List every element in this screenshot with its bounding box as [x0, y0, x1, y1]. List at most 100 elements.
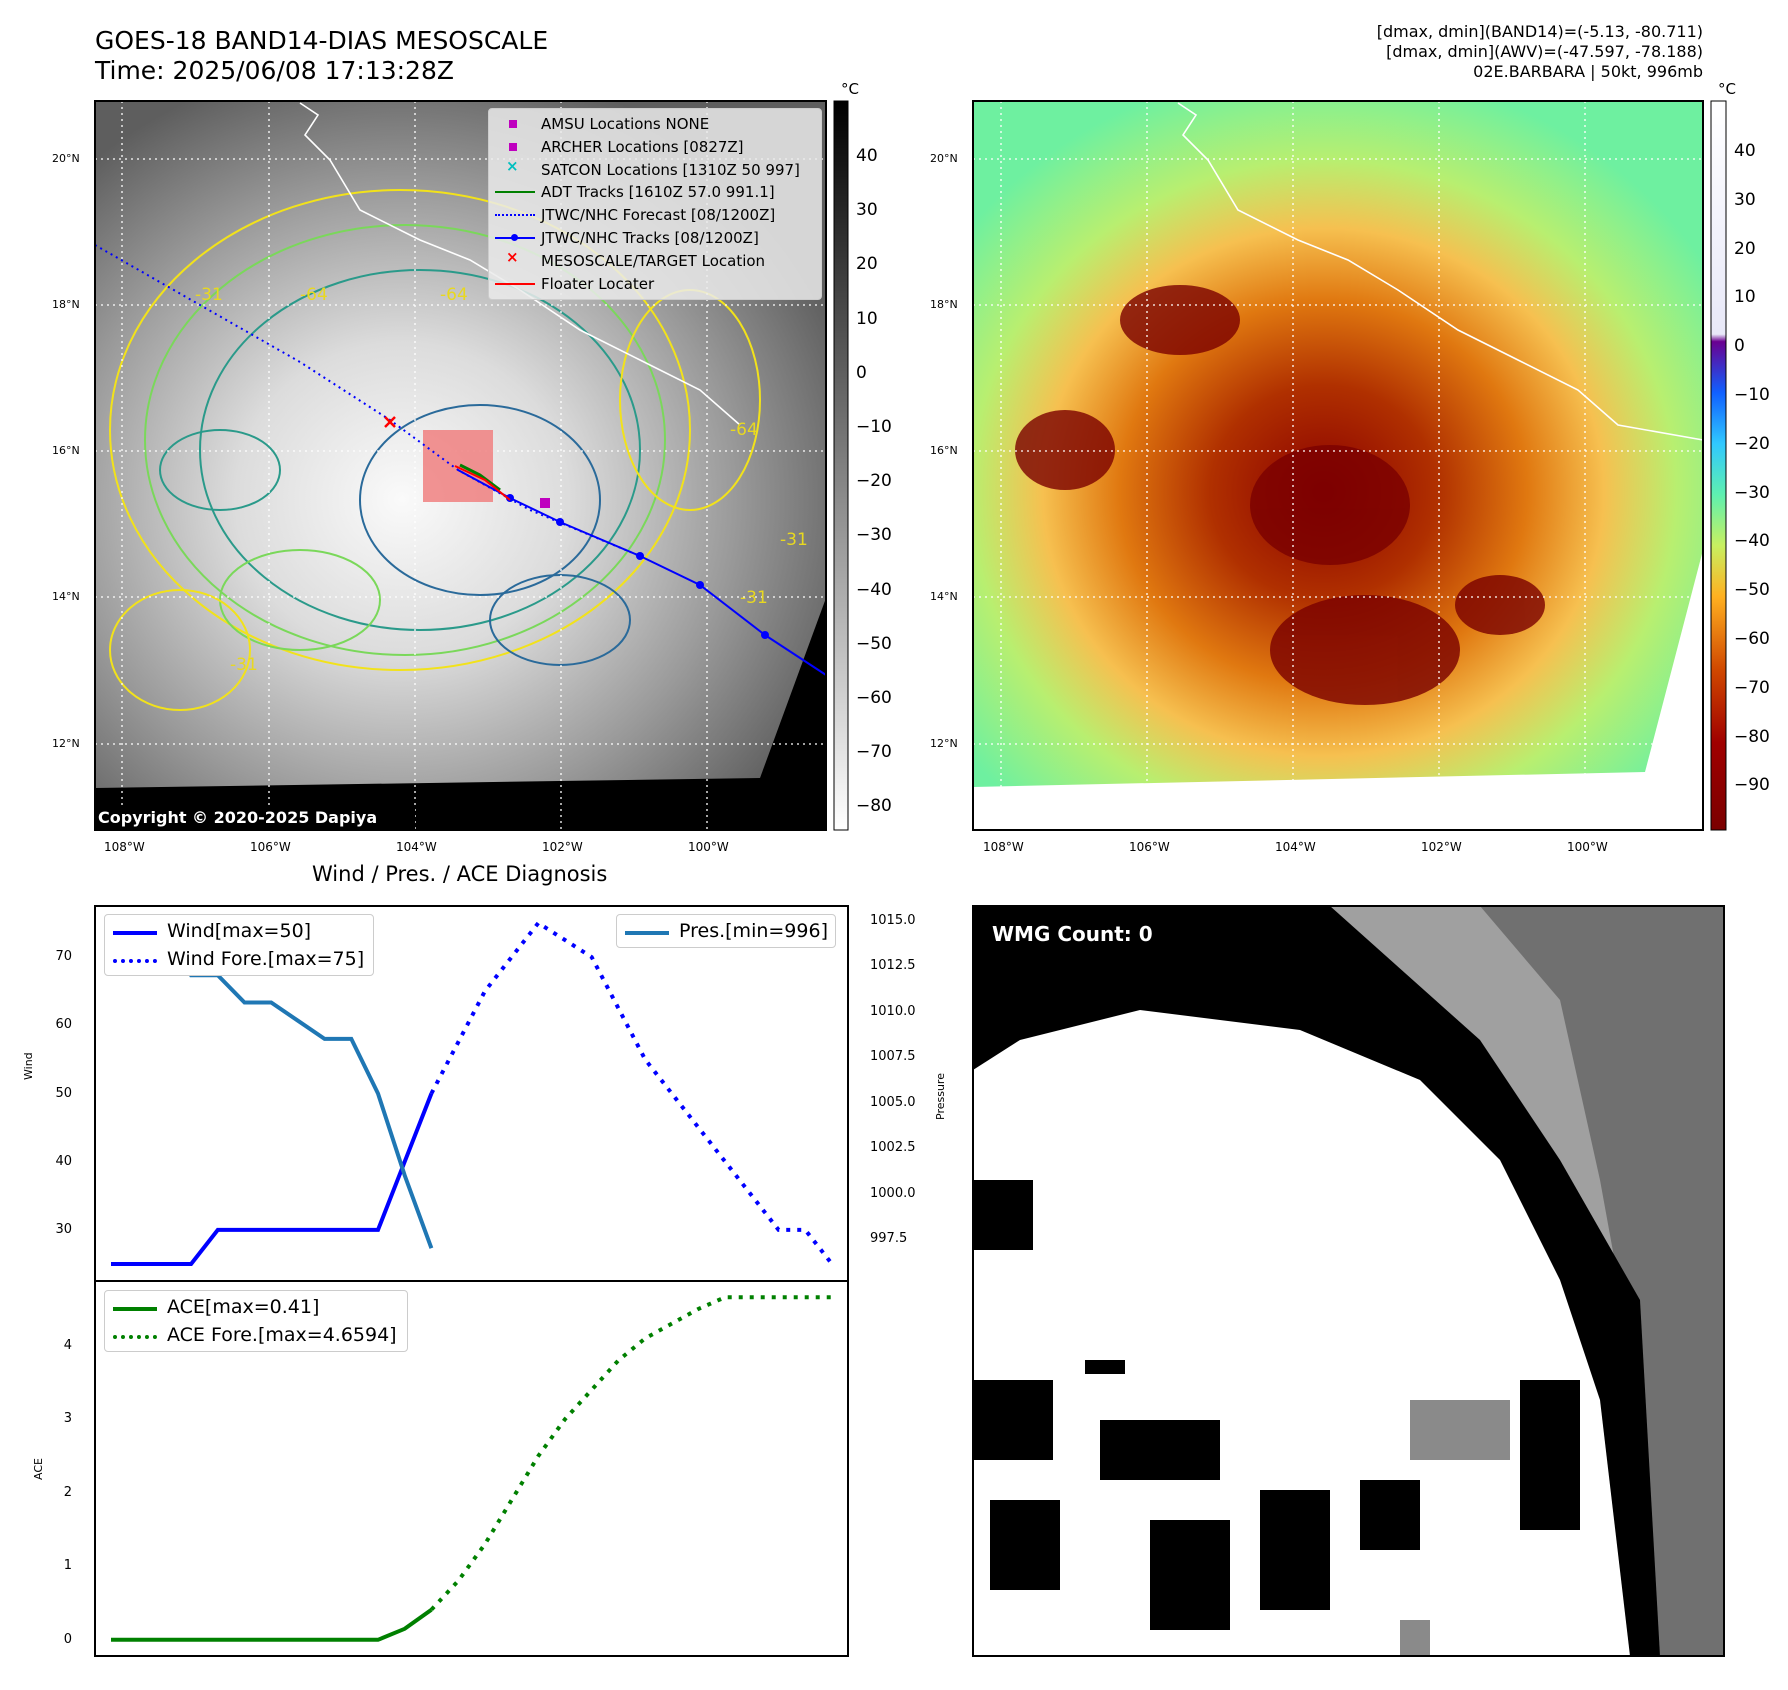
ir-colorbar-tick: −50 [856, 633, 892, 654]
ir-legend-item: JTWC/NHC Tracks [08/1200Z] [489, 227, 821, 249]
pressure-tick-label: 1012.5 [870, 958, 916, 974]
lat-label: 20°N [52, 152, 80, 165]
legend-dot [511, 234, 518, 241]
adt-track [459, 463, 501, 492]
awv-map-frame [972, 100, 1704, 831]
lat-label: 18°N [930, 298, 958, 311]
ir-legend-item: ARCHER Locations [0827Z] [489, 136, 821, 158]
page-timestamp: Time: 2025/06/08 17:13:28Z [95, 56, 454, 85]
page-title: GOES-18 BAND14-DIAS MESOSCALE [95, 26, 549, 55]
ir-legend-label: JTWC/NHC Tracks [08/1200Z] [541, 229, 759, 247]
ir-legend-item: Floater Locater [489, 273, 821, 295]
ace-legend: ACE[max=0.41] ACE Fore.[max=4.6594] [104, 1290, 408, 1352]
wind-axis-label: Wind [22, 1052, 35, 1080]
wind-forecast-legend-label: Wind Fore.[max=75] [167, 948, 365, 970]
awv-colorbar-tick: −90 [1734, 775, 1770, 796]
ir-legend-label: JTWC/NHC Forecast [08/1200Z] [541, 206, 776, 225]
lat-label: 12°N [52, 737, 80, 750]
awv-colorbar-tick: 20 [1734, 238, 1756, 259]
pressure-tick-label: 1010.0 [870, 1003, 916, 1019]
ir-legend-label: ARCHER Locations [0827Z] [541, 137, 744, 156]
ir-colorbar-tick: −80 [856, 796, 892, 817]
pressure-tick-label: 1000.0 [870, 1185, 916, 1201]
awv-map [973, 101, 1703, 830]
awv-colorbar-tick: 30 [1734, 189, 1756, 210]
wind-tick-label: 40 [55, 1153, 72, 1169]
awv-colorbar-tick: −70 [1734, 677, 1770, 698]
contour-label: -64 [300, 285, 328, 305]
info-line-band14: [dmax, dmin](BAND14)=(-5.13, -80.711) [1376, 22, 1703, 41]
awv-coastline [1177, 102, 1703, 441]
pressure-tick-label: 1005.0 [870, 1094, 916, 1110]
lon-label: 102°W [542, 840, 583, 854]
ir-colorbar-tick: 20 [856, 254, 878, 275]
lon-label: 100°W [688, 840, 729, 854]
lat-label: 12°N [930, 737, 958, 750]
legend-x-marker: × [506, 156, 519, 175]
ir-colorbar-tick: −40 [856, 579, 892, 600]
contour-label: -31 [740, 588, 768, 608]
ace-tick-label: 2 [63, 1484, 72, 1500]
ir-legend: AMSU Locations NONE ARCHER Locations [082… [488, 108, 822, 300]
wmg-frame [972, 905, 1725, 1657]
wind-legend: Wind[max=50] Wind Fore.[max=75] [104, 914, 374, 976]
ir-legend-item: × SATCON Locations [1310Z 50 997] [489, 156, 821, 181]
forecast-track [95, 244, 641, 557]
ir-colorbar-tick: 0 [856, 362, 867, 383]
pressure-legend-label: Pres.[min=996] [679, 920, 828, 942]
lat-label: 16°N [930, 444, 958, 457]
pressure-tick-label: 997.5 [870, 1231, 908, 1247]
ir-colorbar-unit: °C [841, 80, 859, 98]
ace-legend-label: ACE[max=0.41] [167, 1296, 320, 1318]
wmg-panel [973, 906, 1724, 1656]
chart-title: Wind / Pres. / ACE Diagnosis [312, 862, 608, 886]
floater-line [454, 465, 511, 501]
lon-label: 108°W [983, 840, 1024, 854]
ace-forecast-series-line [429, 1295, 832, 1612]
pressure-tick-label: 1015.0 [870, 912, 916, 928]
legend-dotted-line [495, 214, 535, 217]
pressure-tick-label: 1007.5 [870, 1049, 916, 1065]
pressure-legend: Pres.[min=996] [616, 914, 836, 948]
ace-series-line [111, 1608, 433, 1642]
ir-legend-item: × MESOSCALE/TARGET Location [489, 248, 821, 272]
lon-label: 104°W [1275, 840, 1316, 854]
mesoscale-target-marker [384, 416, 396, 428]
pressure-tick-label: 1002.5 [870, 1140, 916, 1156]
legend-line-dot [495, 234, 535, 241]
awv-colorbar-tick: 10 [1734, 287, 1756, 308]
awv-colorbar-tick: 0 [1734, 336, 1745, 357]
awv-colorbar-tick: −80 [1734, 726, 1770, 747]
ace-tick-label: 4 [63, 1337, 72, 1353]
lat-label: 18°N [52, 298, 80, 311]
lat-label: 14°N [930, 590, 958, 603]
ir-legend-item: JTWC/NHC Forecast [08/1200Z] [489, 204, 821, 226]
ir-colorbar-tick: −70 [856, 742, 892, 763]
legend-square-marker [509, 142, 517, 151]
copyright-text: Copyright © 2020-2025 Dapiya [98, 808, 378, 827]
ace-tick-label: 0 [63, 1631, 72, 1647]
lat-label: 20°N [930, 152, 958, 165]
wind-tick-label: 70 [55, 949, 72, 965]
wind-forecast-legend-swatch [113, 959, 157, 963]
wind-series-line [111, 1092, 434, 1266]
info-line-awv: [dmax, dmin](AWV)=(-47.597, -78.188) [1386, 42, 1703, 61]
legend-line [495, 282, 535, 285]
awv-colorbar-tick: −40 [1734, 531, 1770, 552]
info-line-storm: 02E.BARBARA | 50kt, 996mb [1473, 62, 1703, 81]
wind-tick-label: 30 [55, 1221, 72, 1237]
ir-colorbar-tick: −60 [856, 688, 892, 708]
ace-plot [111, 1295, 832, 1642]
coastline [299, 102, 741, 426]
pressure-axis-label: Pressure [934, 1073, 947, 1120]
ir-legend-item: ADT Tracks [1610Z 57.0 991.1] [489, 181, 821, 203]
contour-label: -64 [440, 285, 468, 305]
lat-label: 14°N [52, 590, 80, 603]
ir-colorbar-tick: 30 [856, 200, 878, 221]
lon-label: 108°W [104, 840, 145, 854]
lon-label: 106°W [250, 840, 291, 854]
contour-label: -31 [230, 655, 258, 675]
awv-colorbar-tick: −10 [1734, 385, 1770, 405]
ace-tick-label: 3 [63, 1411, 72, 1427]
awv-colorbar-tick: −30 [1734, 482, 1770, 503]
